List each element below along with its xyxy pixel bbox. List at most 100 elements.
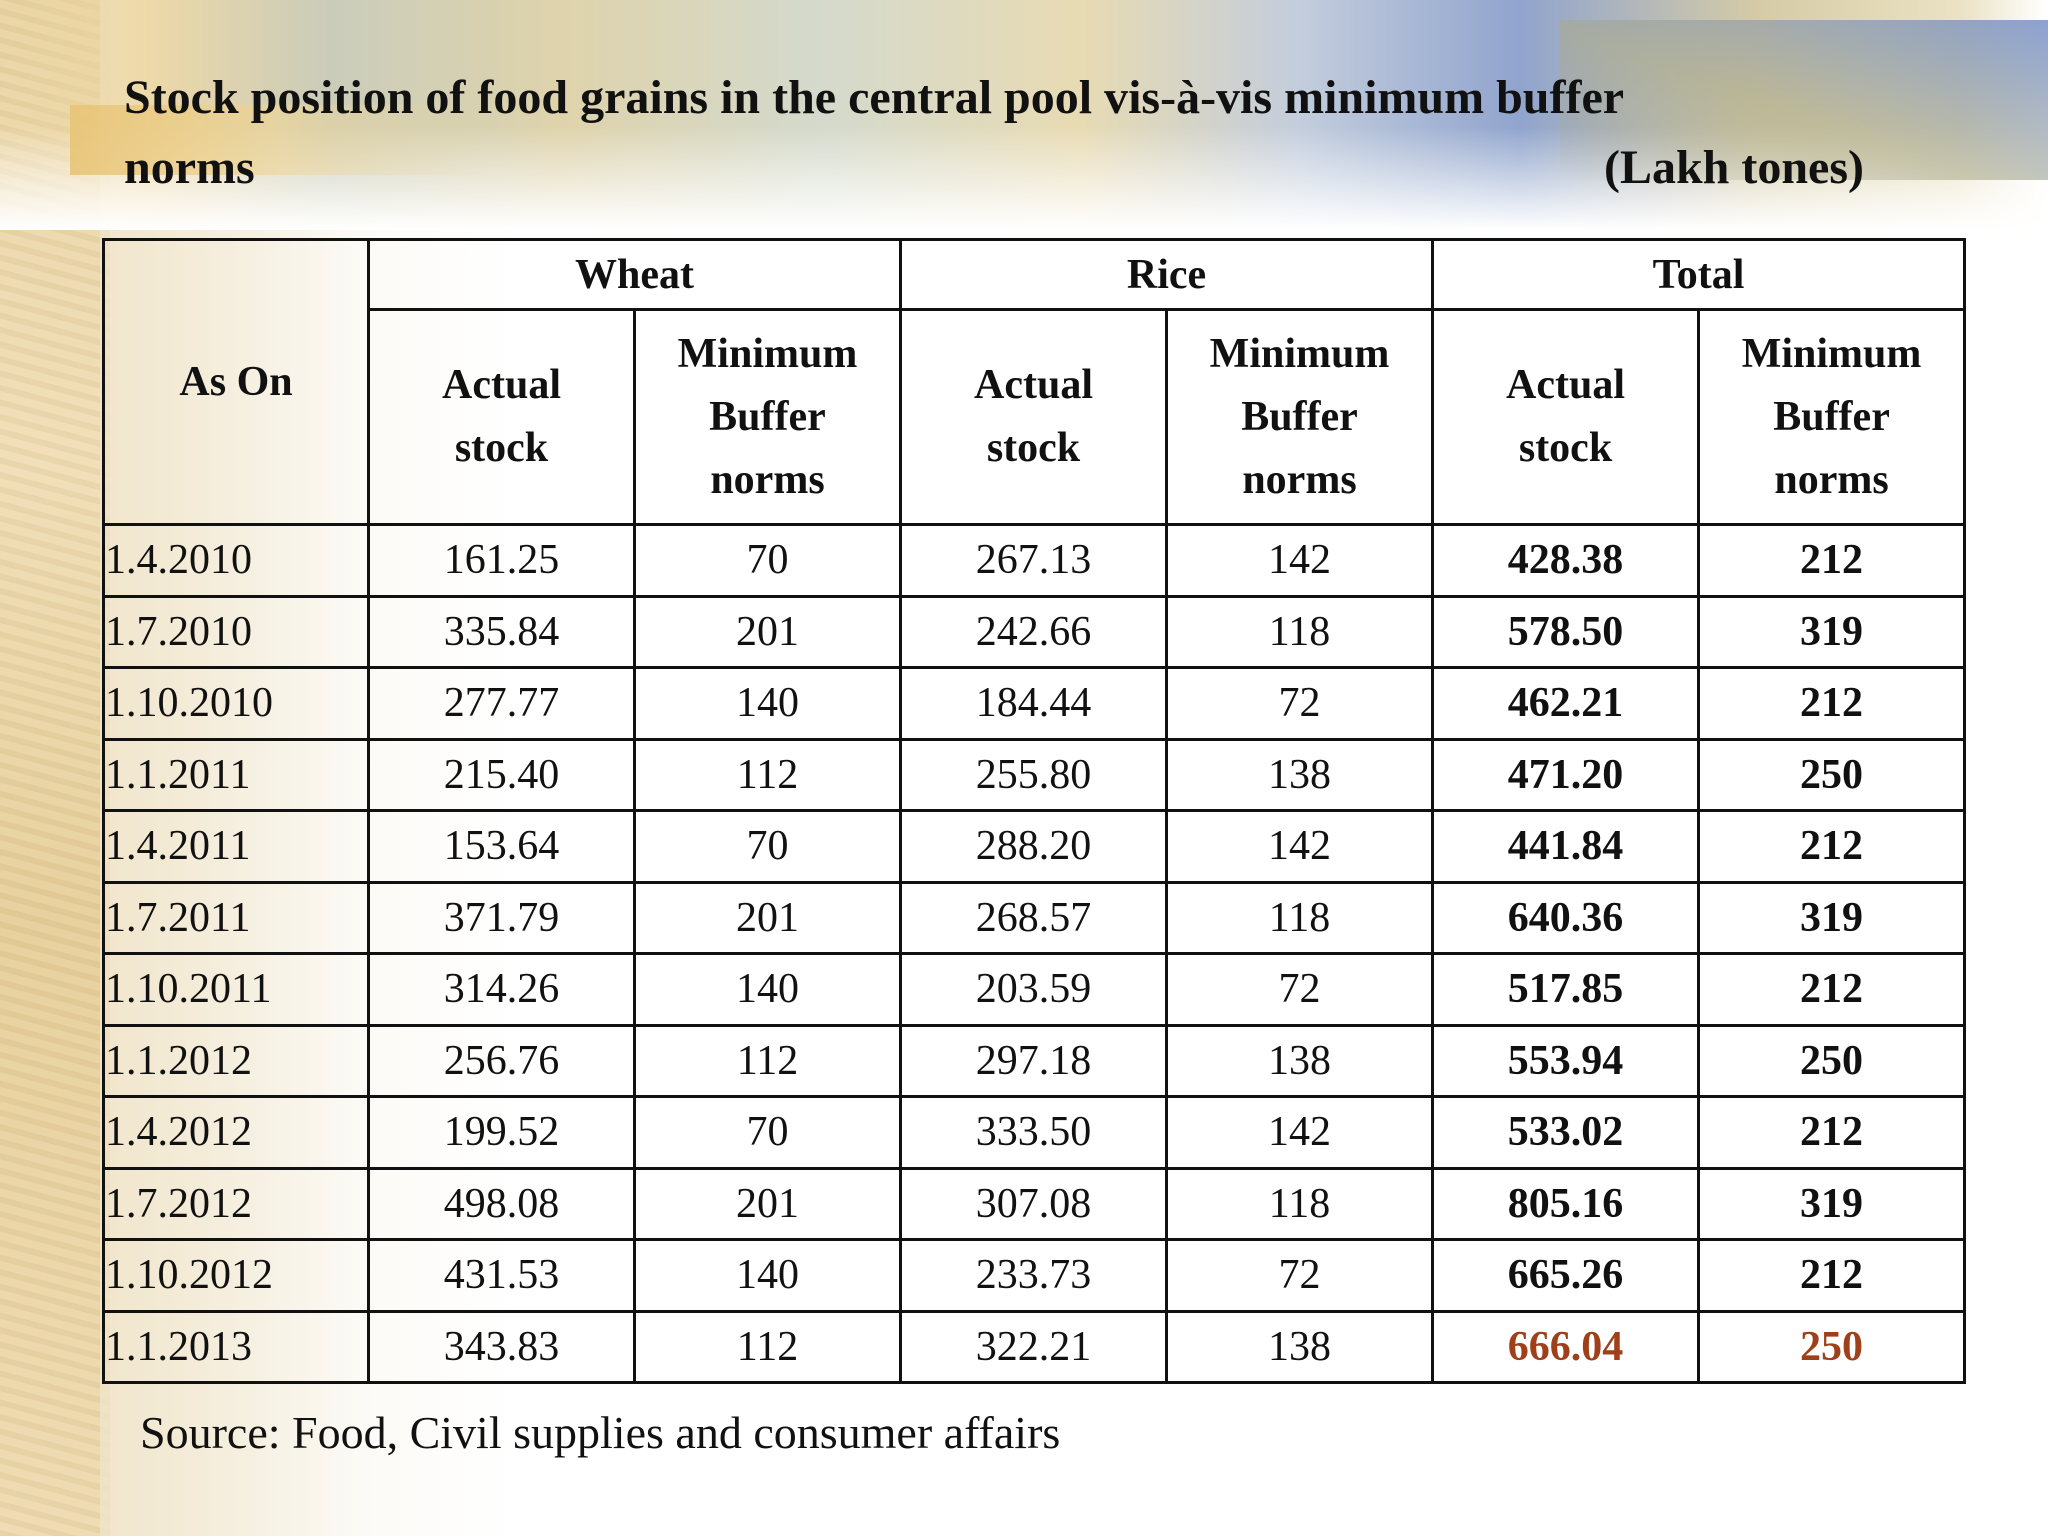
- rice-group-header: Rice: [898, 238, 1435, 311]
- header-text-line: stock: [986, 425, 1081, 471]
- header-text-line: Minimum: [677, 330, 858, 377]
- cell-wheat-actual: 153.64: [367, 809, 636, 884]
- cell-total-actual: 533.02: [1431, 1095, 1701, 1170]
- cell-rice-norms: 118: [1164, 880, 1435, 955]
- cell-wheat-actual: 199.52: [367, 1095, 636, 1170]
- cell-total-norms: 319: [1697, 1166, 1967, 1241]
- cell-wheat-norms: 140: [633, 1238, 902, 1313]
- table-row: 1.4.2010 161.25 70 267.13 142 428.38 212: [102, 523, 1967, 598]
- cell-date: 1.7.2012: [102, 1166, 370, 1241]
- cell-date: 1.4.2012: [102, 1095, 370, 1170]
- cell-wheat-norms: 70: [633, 809, 902, 884]
- cell-wheat-norms: 70: [633, 1095, 902, 1170]
- cell-wheat-actual: 371.79: [367, 880, 636, 955]
- cell-wheat-actual: 215.40: [367, 737, 636, 812]
- cell-wheat-actual: 343.83: [367, 1309, 636, 1384]
- group-header-row: As On Wheat Rice Total: [102, 238, 1967, 526]
- cell-rice-actual: 255.80: [899, 737, 1168, 812]
- cell-total-norms: 212: [1697, 666, 1967, 741]
- wheat-buffer-norms-header: Minimum Buffer norms: [633, 308, 902, 526]
- cell-wheat-norms: 140: [633, 666, 902, 741]
- cell-total-norms: 212: [1697, 809, 1967, 884]
- cell-rice-actual: 242.66: [899, 594, 1168, 669]
- rice-actual-stock-header: Actual stock: [899, 308, 1168, 526]
- cell-total-actual: 640.36: [1431, 880, 1701, 955]
- cell-rice-norms: 142: [1164, 1095, 1435, 1170]
- cell-rice-norms: 72: [1164, 666, 1435, 741]
- cell-date: 1.1.2011: [102, 737, 370, 812]
- cell-wheat-actual: 314.26: [367, 952, 636, 1027]
- cell-date: 1.10.2011: [102, 952, 370, 1027]
- cell-rice-actual: 297.18: [899, 1023, 1168, 1098]
- table-body: 1.4.2010 161.25 70 267.13 142 428.38 212 1.7.20…: [102, 523, 1967, 1384]
- cell-wheat-norms: 112: [633, 1023, 902, 1098]
- cell-rice-norms: 72: [1164, 1238, 1435, 1313]
- cell-total-norms: 319: [1697, 880, 1967, 955]
- header-text-line: stock: [454, 425, 549, 471]
- cell-date: 1.4.2010: [102, 523, 370, 598]
- header-text-line: Buffer: [709, 393, 826, 440]
- cell-total-actual: 578.50: [1431, 594, 1701, 669]
- table-row: 1.7.2011 371.79 201 268.57 118 640.36 319: [102, 880, 1967, 955]
- table-row: 1.10.2012 431.53 140 233.73 72 665.26 212: [102, 1238, 1967, 1313]
- cell-rice-actual: 322.21: [899, 1309, 1168, 1384]
- cell-wheat-norms: 201: [633, 880, 902, 955]
- cell-wheat-actual: 431.53: [367, 1238, 636, 1313]
- source-note: Source: Food, Civil supplies and consume…: [140, 1407, 1061, 1458]
- cell-wheat-norms: 201: [633, 1166, 902, 1241]
- units-label: (Lakh tones): [1603, 141, 1864, 194]
- cell-rice-norms: 142: [1164, 523, 1435, 598]
- cell-wheat-norms: 112: [633, 737, 902, 812]
- total-group-header: Total: [1431, 238, 1967, 311]
- cell-rice-actual: 203.59: [899, 952, 1168, 1027]
- sub-header-row: Actual stock Minimum Buffer norms Actual stock…: [104, 308, 1967, 526]
- banner-accent: [70, 105, 490, 175]
- as-on-header: As On: [102, 238, 370, 526]
- cell-rice-norms: 118: [1164, 594, 1435, 669]
- total-actual-stock-header: Actual stock: [1431, 308, 1701, 526]
- cell-total-norms: 212: [1697, 952, 1967, 1027]
- stock-table: As On Wheat Rice Total Actual stock Minimu…: [102, 238, 1967, 1384]
- cell-rice-actual: 288.20: [899, 809, 1168, 884]
- cell-wheat-actual: 161.25: [367, 523, 636, 598]
- cell-wheat-actual: 498.08: [367, 1166, 636, 1241]
- table-row: 1.4.2011 153.64 70 288.20 142 441.84 212: [102, 809, 1967, 884]
- cell-date: 1.10.2012: [102, 1238, 370, 1313]
- cell-rice-actual: 268.57: [899, 880, 1168, 955]
- cell-date: 1.1.2013: [102, 1309, 370, 1384]
- cell-total-norms: 250: [1697, 737, 1967, 812]
- header-text-line: Buffer: [1773, 393, 1890, 440]
- table-row: 1.4.2012 199.52 70 333.50 142 533.02 212: [102, 1095, 1967, 1170]
- cell-total-norms: 250: [1697, 1309, 1967, 1384]
- cell-rice-actual: 267.13: [899, 523, 1168, 598]
- cell-total-actual: 805.16: [1431, 1166, 1701, 1241]
- cell-total-norms: 212: [1697, 1095, 1967, 1170]
- paper-texture-strip: [0, 0, 110, 1536]
- cell-rice-norms: 118: [1164, 1166, 1435, 1241]
- total-buffer-norms-header: Minimum Buffer norms: [1697, 308, 1967, 526]
- cell-date: 1.7.2010: [102, 594, 370, 669]
- cell-wheat-norms: 201: [633, 594, 902, 669]
- cell-total-actual: 471.20: [1431, 737, 1701, 812]
- rice-buffer-norms-header: Minimum Buffer norms: [1164, 308, 1435, 526]
- cell-rice-actual: 184.44: [899, 666, 1168, 741]
- cell-total-actual: 666.04: [1431, 1309, 1701, 1384]
- table-row: 1.7.2010 335.84 201 242.66 118 578.50 319: [102, 594, 1967, 669]
- slide-title-line-1: Stock position of food grains in the cen…: [124, 71, 1625, 124]
- cell-rice-norms: 138: [1164, 1023, 1435, 1098]
- table-row: 1.10.2011 314.26 140 203.59 72 517.85 212: [102, 952, 1967, 1027]
- header-text-line: Minimum: [1209, 330, 1390, 377]
- header-text-line: Buffer: [1241, 393, 1358, 440]
- cell-date: 1.4.2011: [102, 809, 370, 884]
- cell-wheat-actual: 335.84: [367, 594, 636, 669]
- cell-total-actual: 462.21: [1431, 666, 1701, 741]
- cell-rice-norms: 138: [1164, 1309, 1435, 1384]
- cell-wheat-actual: 277.77: [367, 666, 636, 741]
- cell-rice-norms: 138: [1164, 737, 1435, 812]
- cell-date: 1.7.2011: [102, 880, 370, 955]
- cell-total-actual: 428.38: [1431, 523, 1701, 598]
- cell-total-norms: 319: [1697, 594, 1967, 669]
- cell-total-actual: 665.26: [1431, 1238, 1701, 1313]
- cell-total-norms: 250: [1697, 1023, 1967, 1098]
- header-text-line: Actual: [1506, 362, 1626, 408]
